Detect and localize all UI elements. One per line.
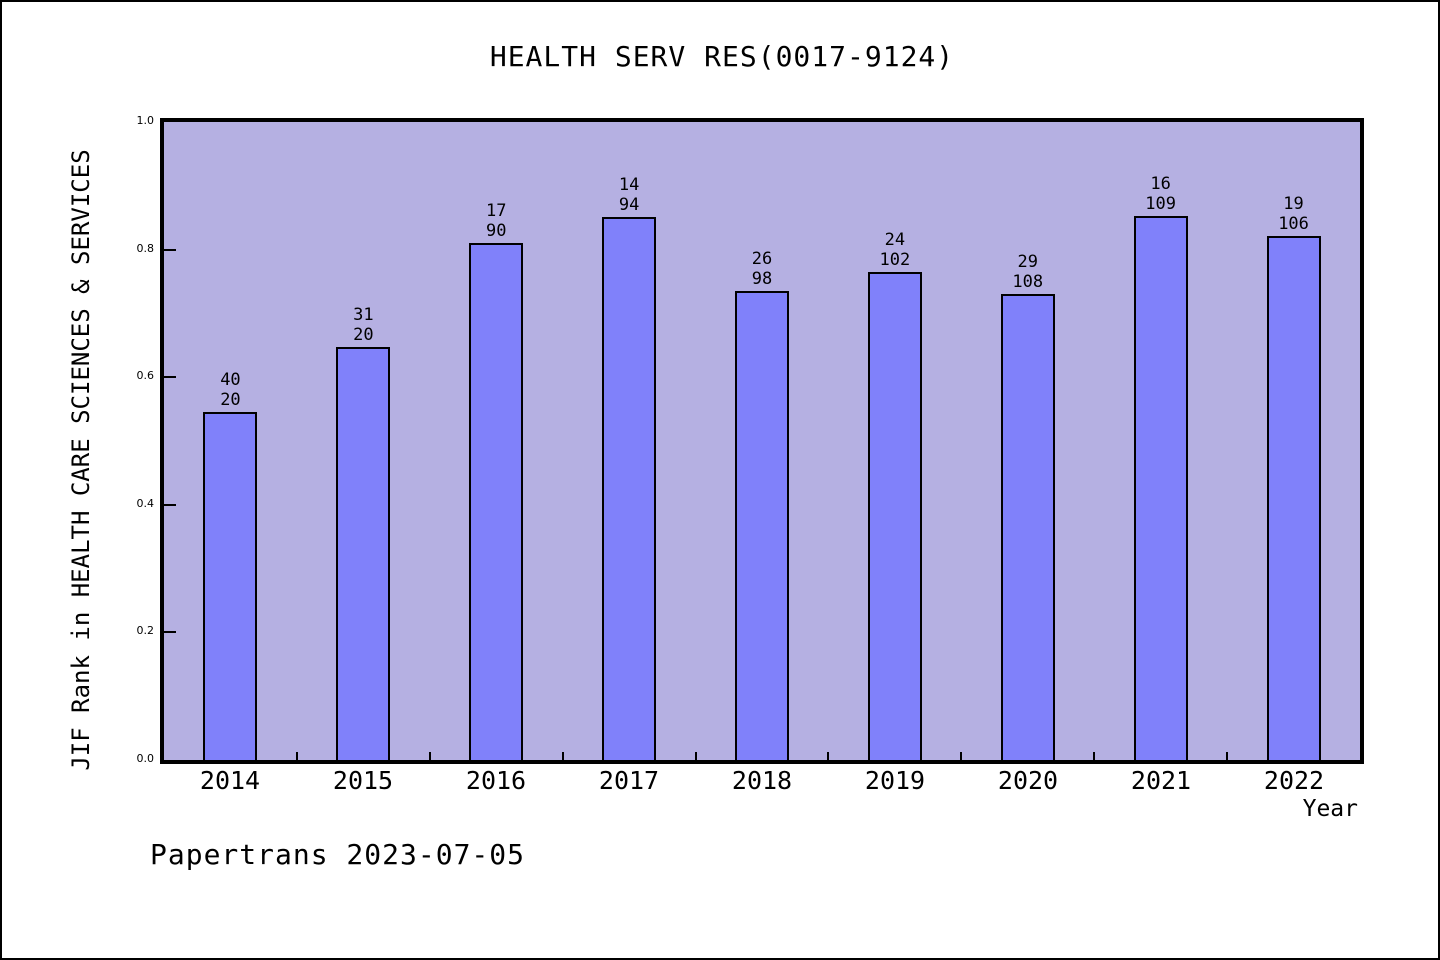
x-minor-tick — [295, 752, 298, 760]
x-tick-label: 2020 — [997, 766, 1059, 795]
x-axis-label: Year — [1302, 796, 1358, 822]
bar-group: 31 20 — [336, 305, 391, 760]
bar-group: 19 106 — [1266, 194, 1321, 760]
x-tick-label: 2015 — [332, 766, 394, 795]
y-axis-label: JIF Rank in HEALTH CARE SCIENCES & SERVI… — [67, 149, 95, 771]
x-tick-label: 2016 — [465, 766, 527, 795]
bar-value-label: 29 108 — [1012, 252, 1044, 292]
x-minor-tick — [1093, 752, 1096, 760]
y-tick-label: 1.0 — [136, 114, 155, 127]
bar — [1266, 236, 1321, 760]
bar — [867, 272, 922, 760]
bar-value-label: 17 90 — [485, 201, 507, 241]
y-tick-label: 0.0 — [136, 752, 155, 765]
bar-group: 29 108 — [1000, 252, 1055, 760]
x-tick-label: 2014 — [199, 766, 261, 795]
bar — [1000, 294, 1055, 760]
bar-group: 24 102 — [867, 230, 922, 760]
y-tick-label: 0.4 — [136, 497, 155, 510]
x-tick-label: 2018 — [731, 766, 793, 795]
plot-area-inner: 40 20 31 20 17 90 14 94 26 98 24 102 29 108 16 … — [164, 122, 1360, 760]
x-tick-label: 2019 — [864, 766, 926, 795]
bar — [602, 217, 657, 760]
y-tick-label: 0.8 — [136, 242, 155, 255]
bar — [336, 347, 391, 760]
bar-value-label: 16 109 — [1145, 174, 1177, 214]
x-tick-label: 2022 — [1263, 766, 1325, 795]
bar-group: 16 109 — [1133, 174, 1188, 760]
x-minor-tick — [694, 752, 697, 760]
bar-group: 40 20 — [203, 370, 258, 760]
y-tick — [164, 376, 176, 378]
y-tick-label: 0.2 — [136, 624, 155, 637]
x-minor-tick — [561, 752, 564, 760]
plot-area: 40 20 31 20 17 90 14 94 26 98 24 102 29 108 16 … — [160, 118, 1364, 764]
bar-value-label: 31 20 — [353, 305, 374, 345]
watermark-text: Papertrans 2023-07-05 — [150, 838, 526, 871]
bar — [1133, 216, 1188, 760]
x-minor-tick — [428, 752, 431, 760]
bar-value-label: 19 106 — [1278, 194, 1309, 234]
x-tick-label: 2017 — [598, 766, 660, 795]
y-tick — [164, 249, 176, 251]
bar — [735, 291, 789, 760]
x-minor-tick — [960, 752, 963, 760]
y-tick — [164, 504, 176, 506]
bar-value-label: 40 20 — [220, 370, 241, 410]
bar-group: 17 90 — [469, 201, 524, 760]
x-tick-label: 2021 — [1130, 766, 1192, 795]
x-minor-tick — [827, 752, 830, 760]
bar-value-label: 14 94 — [618, 175, 640, 215]
bar — [203, 412, 258, 760]
bar-group: 26 98 — [735, 249, 789, 760]
y-tick — [164, 631, 176, 633]
bar-group: 14 94 — [602, 175, 657, 760]
bar-value-label: 26 98 — [751, 249, 773, 289]
chart-title: HEALTH SERV RES(0017-9124) — [489, 40, 955, 73]
bar-value-label: 24 102 — [879, 230, 911, 270]
bar — [469, 243, 524, 760]
y-tick-label: 0.6 — [136, 369, 155, 382]
x-minor-tick — [1226, 752, 1229, 760]
